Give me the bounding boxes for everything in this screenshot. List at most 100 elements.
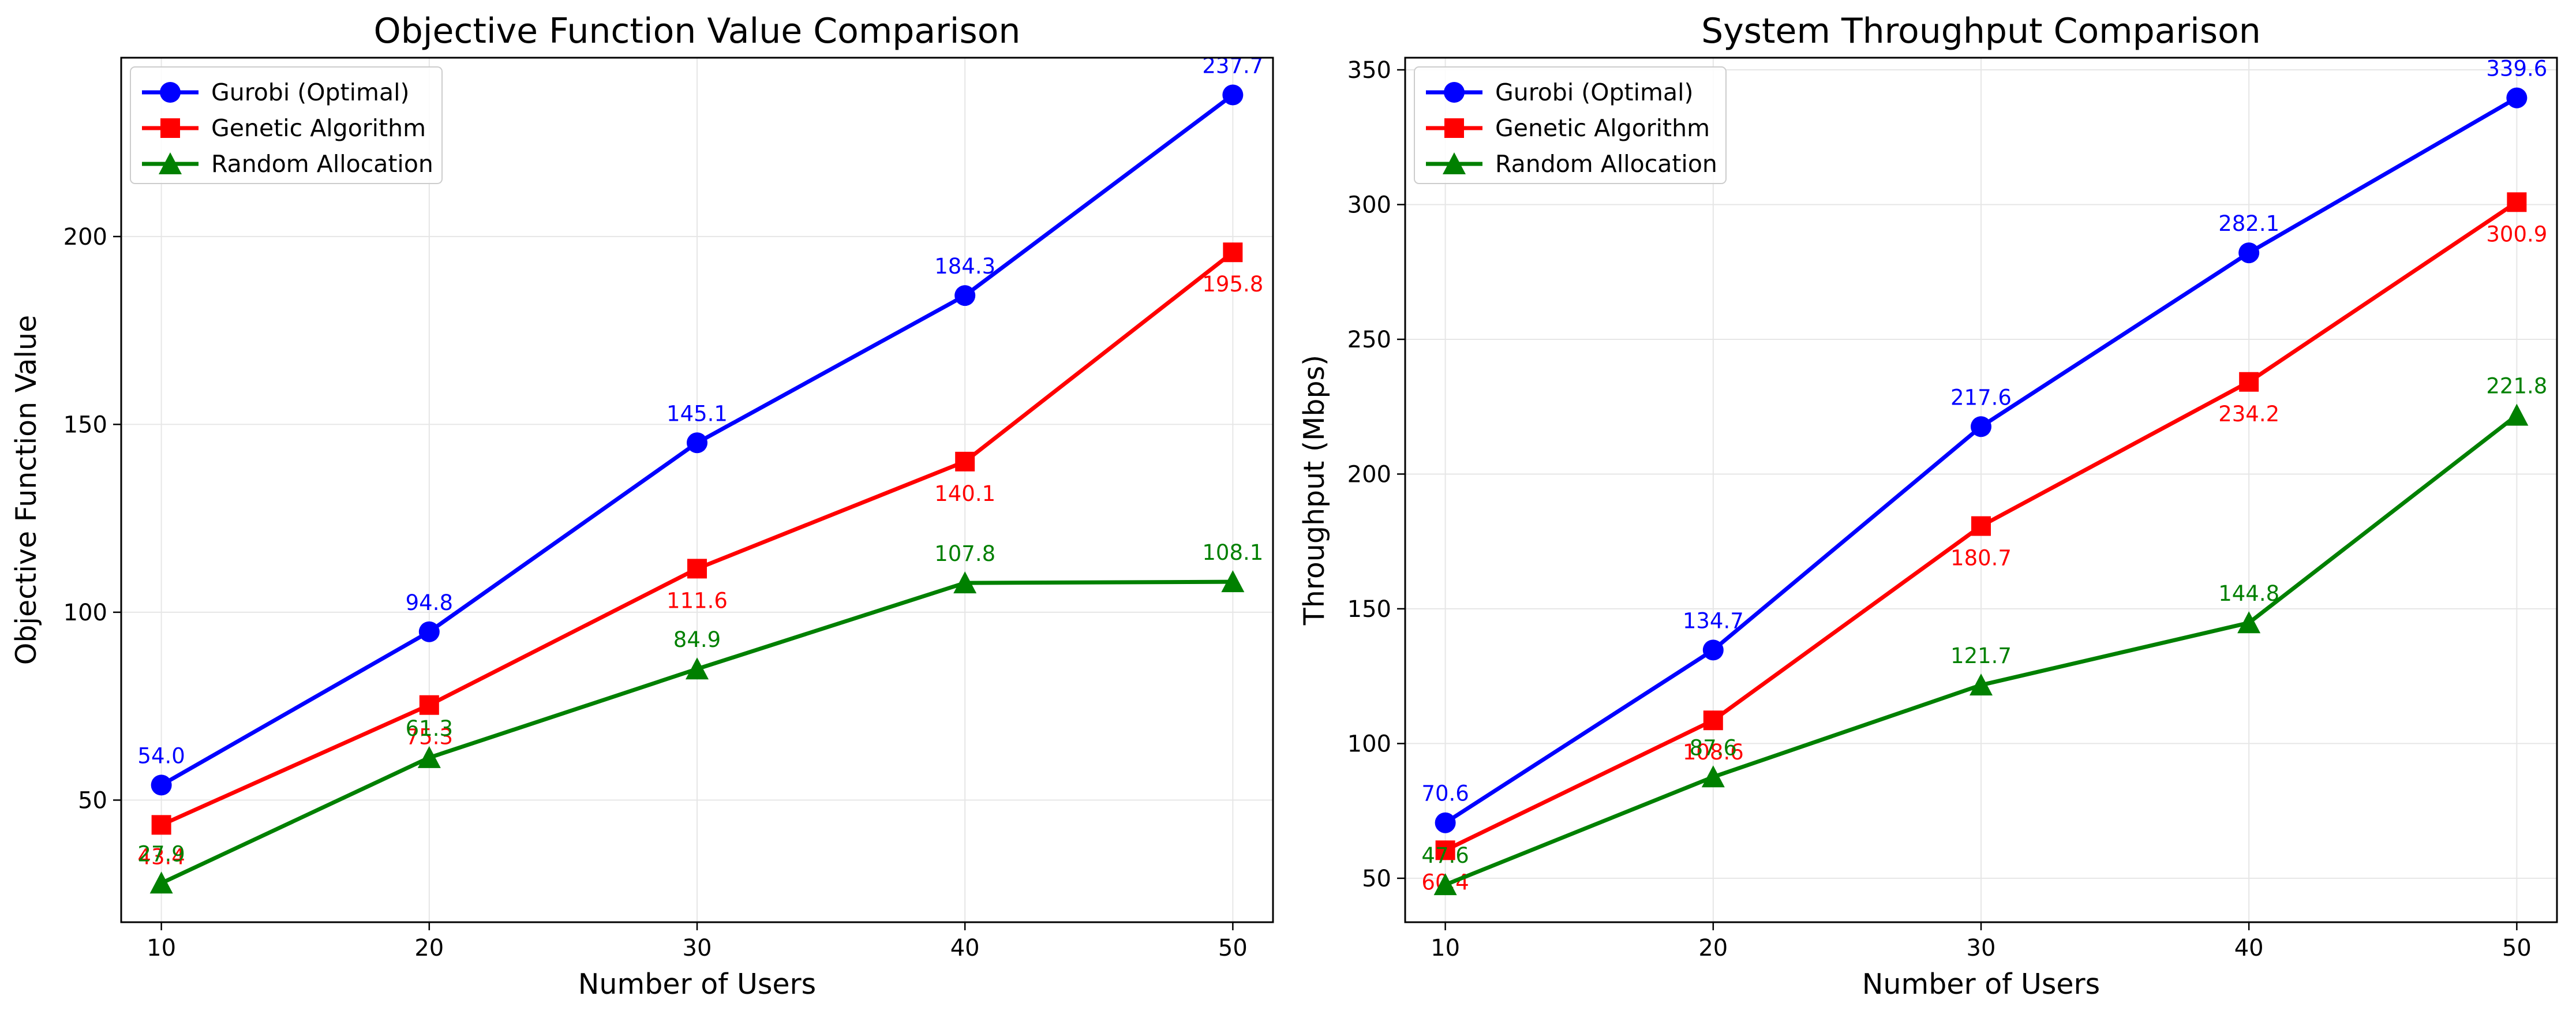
- y-tick-label: 100: [63, 600, 107, 626]
- x-tick-label: 30: [683, 935, 712, 961]
- x-tick-label: 20: [1698, 935, 1728, 961]
- data-label: 47.6: [1421, 843, 1469, 868]
- x-axis-label: Number of Users: [1862, 968, 2100, 1001]
- data-point-marker: [2505, 403, 2529, 426]
- x-tick-label: 10: [147, 935, 176, 961]
- legend: Gurobi (Optimal) Genetic Algorithm Random …: [130, 66, 443, 184]
- x-axis-label: Number of Users: [578, 968, 816, 1001]
- data-label: 144.8: [2218, 581, 2279, 606]
- legend-box: [1414, 66, 1727, 184]
- x-tick-label: 40: [2234, 935, 2264, 961]
- data-label: 75.3: [406, 725, 453, 750]
- legend-box: [130, 66, 443, 184]
- throughput-panel: 10 20 30 40 50 50 100 150 200 250 300 350 70.6 134.7 2…: [1298, 11, 2558, 1001]
- legend-label: Gurobi (Optimal): [1495, 78, 1693, 106]
- chart-title: Objective Function Value Comparison: [374, 11, 1021, 51]
- y-axis-label: Throughput (Mbps): [1298, 355, 1331, 626]
- legend-marker: [160, 82, 181, 103]
- data-point-marker: [953, 571, 977, 594]
- data-point-marker: [1221, 570, 1245, 593]
- data-label: 217.6: [1950, 385, 2012, 410]
- data-label: 70.6: [1421, 781, 1469, 806]
- data-point-marker: [417, 746, 441, 768]
- legend-marker: [160, 118, 180, 138]
- data-point-marker: [2506, 87, 2528, 108]
- data-label: 140.1: [934, 481, 995, 506]
- legend-entry-genetic-algorithm: Genetic Algorithm: [142, 114, 426, 142]
- data-point-marker: [955, 451, 975, 471]
- series-random-allocation: 27.9 61.3 84.9 107.8 108.1: [137, 540, 1263, 894]
- legend-entry-gurobi-optimal: Gurobi (Optimal): [1426, 78, 1693, 106]
- data-point-marker: [687, 432, 707, 454]
- data-point-marker: [2237, 611, 2261, 634]
- data-point-marker: [1970, 673, 1993, 696]
- legend-entry-genetic-algorithm: Genetic Algorithm: [1426, 114, 1710, 142]
- data-label: 195.8: [1202, 272, 1263, 297]
- data-point-marker: [1223, 242, 1243, 263]
- data-point-marker: [1433, 873, 1457, 896]
- y-tick-label: 300: [1347, 192, 1391, 218]
- data-label: 180.7: [1950, 546, 2012, 571]
- y-tick-label: 100: [1347, 731, 1391, 757]
- data-label: 94.8: [406, 590, 453, 615]
- data-label: 107.8: [934, 541, 995, 566]
- legend-marker: [159, 152, 182, 174]
- data-point-marker: [2238, 242, 2260, 264]
- x-tick-label: 20: [414, 935, 444, 961]
- data-label: 87.6: [1690, 735, 1737, 760]
- x-tick-label: 40: [950, 935, 980, 961]
- data-label: 300.9: [2486, 222, 2547, 246]
- y-tick-label: 150: [63, 411, 107, 438]
- data-point-marker: [687, 559, 707, 579]
- data-label: 121.7: [1950, 643, 2012, 668]
- data-label: 184.3: [934, 254, 995, 279]
- legend-label: Genetic Algorithm: [1495, 114, 1710, 142]
- y-tick-label: 350: [1347, 57, 1391, 84]
- data-label: 339.6: [2486, 57, 2547, 81]
- data-point-marker: [1701, 765, 1725, 788]
- x-tick-label: 10: [1431, 935, 1460, 961]
- legend-marker: [1444, 82, 1465, 103]
- y-tick-label: 250: [1347, 327, 1391, 353]
- data-label: 108.1: [1202, 540, 1263, 565]
- legend-label: Gurobi (Optimal): [211, 78, 409, 106]
- x-tick-label: 50: [2502, 935, 2532, 961]
- y-tick-label: 200: [1347, 461, 1391, 488]
- legend-marker: [1443, 152, 1466, 174]
- y-tick-label: 150: [1347, 596, 1391, 623]
- x-tick-label: 30: [1967, 935, 1996, 961]
- legend-label: Random Allocation: [211, 150, 433, 178]
- chart-title: System Throughput Comparison: [1701, 11, 2261, 51]
- data-label: 84.9: [673, 627, 721, 652]
- data-label: 61.3: [406, 716, 453, 741]
- legend-entry-random-allocation: Random Allocation: [142, 150, 433, 178]
- y-tick-label: 50: [1362, 866, 1391, 892]
- data-label: 221.8: [2486, 374, 2547, 399]
- legend-entry-random-allocation: Random Allocation: [1426, 150, 1717, 178]
- series-gurobi-optimal: 70.6 134.7 217.6 282.1 339.6: [1421, 57, 2547, 833]
- data-label: 111.6: [667, 588, 728, 613]
- plot-area-frame: [1404, 57, 2558, 923]
- legend-label: Random Allocation: [1495, 150, 1717, 178]
- y-axis-label: Objective Function Value: [10, 315, 43, 665]
- legend-entry-gurobi-optimal: Gurobi (Optimal): [142, 78, 409, 106]
- data-label: 108.6: [1683, 740, 1744, 765]
- x-tick-label: 50: [1218, 935, 1248, 961]
- data-point-marker: [1702, 639, 1724, 661]
- data-point-marker: [419, 695, 439, 715]
- data-label: 134.7: [1683, 608, 1744, 633]
- data-point-marker: [151, 774, 172, 796]
- data-label: 54.0: [137, 743, 185, 768]
- data-label: 43.4: [137, 844, 185, 869]
- gridlines: [1405, 58, 2557, 922]
- data-label: 282.1: [2218, 211, 2279, 236]
- data-point-marker: [1222, 84, 1244, 106]
- data-label: 234.2: [2218, 402, 2279, 426]
- objective-function-panel: 10 20 30 40 50 50 100 150 200 54.0 94.8 145.1 184.3 2…: [10, 11, 1274, 1001]
- data-point-marker: [418, 621, 440, 642]
- series-genetic-algorithm: 43.4 75.3 111.6 140.1 195.8: [137, 242, 1263, 869]
- data-point-marker: [1435, 812, 1456, 833]
- data-point-marker: [1435, 840, 1455, 860]
